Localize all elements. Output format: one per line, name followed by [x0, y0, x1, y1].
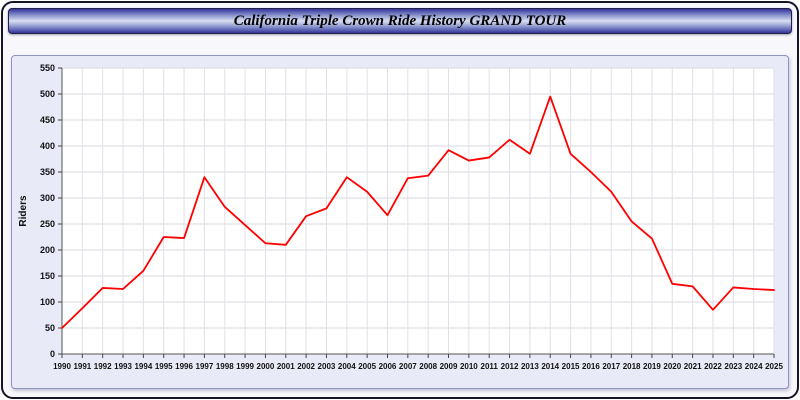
y-tick-label: 0: [50, 349, 55, 359]
x-tick-label: 2005: [358, 362, 376, 371]
x-tick-label: 2024: [745, 362, 763, 371]
x-tick-label: 2008: [419, 362, 437, 371]
x-tick-label: 1995: [155, 362, 173, 371]
x-tick-label: 2014: [541, 362, 559, 371]
x-tick-label: 2000: [257, 362, 275, 371]
x-tick-label: 2001: [277, 362, 295, 371]
x-tick-label: 2020: [663, 362, 681, 371]
ride-history-line: [61, 95, 775, 329]
y-tick-label: 100: [40, 297, 55, 307]
x-tick-label: 1994: [134, 362, 152, 371]
chart-panel: 0 50 100 150 200 250 300 350 400 450 500 550 1990 199…: [11, 55, 789, 389]
x-tick-label: 2019: [643, 362, 661, 371]
y-tick-label: 300: [40, 193, 55, 203]
y-tick-label: 150: [40, 271, 55, 281]
x-tick-label: 2012: [501, 362, 519, 371]
y-tick-label: 250: [40, 219, 55, 229]
y-tick-label: 50: [45, 323, 55, 333]
x-tick-label: 2003: [318, 362, 336, 371]
y-tick-label: 400: [40, 141, 55, 151]
x-tick-label: 2013: [521, 362, 539, 371]
x-tick-label: 1999: [236, 362, 254, 371]
page-title: California Triple Crown Ride History GRA…: [233, 12, 567, 29]
y-tick-label: 550: [40, 63, 55, 73]
x-tick-label: 2021: [684, 362, 702, 371]
plot-area: [62, 68, 774, 354]
x-tick-label: 2018: [623, 362, 641, 371]
x-tick-label: 2010: [460, 362, 478, 371]
x-tick-label: 2022: [704, 362, 722, 371]
x-tick-label: 2011: [481, 362, 499, 371]
x-tick-label: 2007: [399, 362, 417, 371]
x-tick-label: 1998: [216, 362, 234, 371]
x-tick-label: 2015: [562, 362, 580, 371]
x-tick-label: 2004: [338, 362, 356, 371]
x-tick-label: 2025: [765, 362, 783, 371]
x-tick-label: 2006: [379, 362, 397, 371]
y-tick-label: 350: [40, 167, 55, 177]
x-tick-label: 1993: [114, 362, 132, 371]
x-tick-label: 2016: [582, 362, 600, 371]
y-axis-title: Riders: [18, 195, 29, 227]
y-tick-label: 450: [40, 115, 55, 125]
x-tick-label: 2023: [724, 362, 742, 371]
x-tick-label: 2009: [440, 362, 458, 371]
x-tick-label: 1992: [94, 362, 112, 371]
x-tick-label: 1991: [73, 362, 91, 371]
y-tick-label: 500: [40, 89, 55, 99]
y-tick-label: 200: [40, 245, 55, 255]
x-tick-label: 2017: [602, 362, 620, 371]
x-tick-label: 2002: [297, 362, 315, 371]
x-tick-label: 1990: [53, 362, 71, 371]
title-bar: California Triple Crown Ride History GRA…: [8, 8, 792, 34]
x-tick-label: 1996: [175, 362, 193, 371]
x-tick-label: 1997: [196, 362, 214, 371]
